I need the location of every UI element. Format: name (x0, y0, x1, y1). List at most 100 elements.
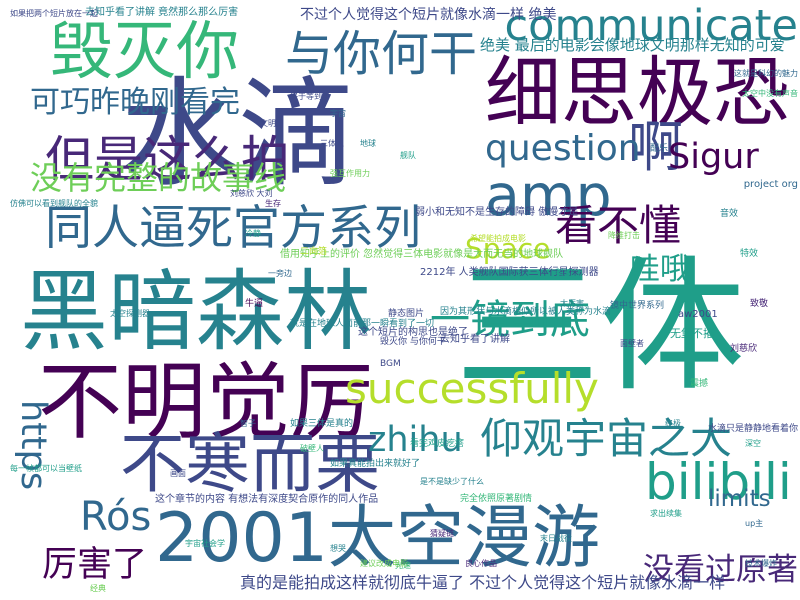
cloud-word: amp (485, 163, 612, 229)
cloud-word: 水滴只是静静地看着你 (707, 424, 798, 434)
cloud-word: 去知乎看了讲解 竟然那么那么厉害 (85, 7, 239, 18)
cloud-word: 2212年 人类舰队国际获三体行星探测器 (420, 267, 599, 278)
cloud-word: 与你何干 (285, 26, 478, 82)
cloud-word: 地球 (360, 139, 376, 148)
cloud-word: 仿佛可以看到舰队的全貌 (10, 199, 98, 208)
cloud-word: 宇宙社会学 (185, 539, 225, 548)
cloud-word: 科幻 (555, 269, 574, 279)
cloud-word: Space (465, 232, 551, 265)
cloud-word: 厉害了 (42, 545, 148, 585)
cloud-word: 哇哦 (630, 252, 690, 287)
cloud-word: 镜中世界系列 (610, 301, 665, 311)
cloud-word: 希望能拍成电影 (470, 234, 526, 243)
cloud-word: bilibili (645, 453, 792, 511)
cloud-word: 经典 (90, 584, 106, 593)
cloud-word: limits (708, 486, 771, 512)
cloud-word: 就是在地球人面前那一瞬看到了一切 (290, 319, 435, 329)
cloud-word: 面壁者 (620, 339, 644, 348)
cloud-word: 这个章节的内容 有想法有深度契合原作的同人作品 (155, 494, 379, 505)
cloud-word: 三体 (455, 243, 745, 412)
cloud-word: 同人逼死官方系列 (45, 201, 421, 256)
cloud-word: 宇宙 (330, 109, 346, 118)
cloud-word: 这就是科幻的魅力 (734, 69, 798, 78)
cloud-word: 不明觉厉 (38, 353, 375, 451)
cloud-word: 刘慈欣 大刘 (230, 189, 273, 198)
cloud-word: successfully (345, 364, 599, 413)
cloud-word: BGM (380, 359, 401, 369)
cloud-word: Sigur (668, 137, 759, 177)
cloud-word: 完全依照原著剧情 (460, 494, 533, 504)
cloud-word: 二向箔 (300, 247, 328, 257)
cloud-word: 生存 (265, 199, 281, 208)
cloud-word: 刘慈欣 (730, 344, 758, 354)
cloud-word: 没看过原著 (643, 552, 798, 588)
cloud-word: 2001太空漫游 (155, 499, 601, 578)
cloud-word: 舰队 (400, 151, 416, 160)
cloud-word: 求出续集 (650, 509, 682, 518)
cloud-word: 太空中没有声音 (742, 89, 798, 98)
cloud-word: 配乐 (650, 144, 669, 154)
cloud-word: communicate (504, 1, 798, 51)
cloud-word: https (13, 400, 53, 491)
cloud-word: 文明 (260, 119, 276, 128)
cloud-word: 水滴 (120, 65, 357, 203)
cloud-word: 毁灭你 (50, 15, 239, 88)
cloud-word: 没有完整的故事线 (30, 159, 287, 197)
cloud-word: 一镜到底 (430, 297, 590, 343)
cloud-word: 强互作用力 (330, 169, 370, 178)
cloud-word: aw2001 (678, 309, 718, 320)
cloud-word: 细思极恐 (485, 48, 789, 137)
cloud-word: 因为其形状与水滴相似所以被人类称为水滴 (440, 307, 612, 317)
cloud-word: 不寒而栗 (120, 427, 381, 502)
cloud-word: 猜疑链 (430, 529, 454, 538)
cloud-word: 如果真能拍出来就好了 (330, 459, 421, 469)
cloud-word: 破壁人 (300, 444, 324, 453)
cloud-word: 啊 (628, 115, 684, 179)
cloud-word: 但是这么拍 (45, 131, 291, 188)
cloud-word: 不过个人觉得这个短片就像水滴一样 绝美 (300, 7, 557, 23)
cloud-word: 深空 (745, 439, 761, 448)
cloud-word: 画面 (170, 469, 186, 478)
cloud-word: Rós (80, 494, 152, 540)
cloud-word: 三体人 (320, 139, 344, 148)
cloud-word: 是不是缺少了什么 (420, 477, 484, 486)
cloud-word: 降维打击 (608, 231, 640, 240)
cloud-word: 可巧昨晚刚看完 (30, 85, 240, 120)
cloud-word: 末日战役 (540, 534, 572, 543)
cloud-word: 每一帧都可以当壁纸 (10, 464, 82, 473)
cloud-word: 绝美 最后的电影会像地球文明那样无知的可爱 (480, 36, 785, 54)
cloud-word: zhihu (368, 420, 463, 460)
cloud-word: 借用知乎上的评价 忽然觉得三体电影就像是大而无当的地球舰队 (280, 249, 564, 260)
cloud-word: 终于等到了 (290, 92, 330, 101)
cloud-word: 太空探测器 (110, 309, 150, 318)
cloud-word: 静态图片 (388, 309, 425, 319)
cloud-word: 无堡不摧 (670, 327, 714, 340)
cloud-word: 弱小和无知不是生存的障碍 傲慢才是 (415, 207, 579, 218)
cloud-word: 冷静 (245, 229, 261, 238)
cloud-word: 终极 (665, 419, 681, 428)
cloud-word: 建议改成电影 (360, 559, 408, 568)
cloud-word: 如果三体是真的 (290, 419, 354, 429)
cloud-word: question (485, 128, 641, 169)
cloud-word: 音效 (720, 209, 739, 219)
cloud-word: 良心作品 (465, 559, 497, 568)
cloud-word: 震撼 (690, 379, 709, 389)
cloud-word: 如果把两个短片放在一起 (10, 9, 98, 18)
cloud-word: 真的是能拍成这样就彻底牛逼了 不过个人觉得这个短片就像水滴一样 (240, 573, 726, 592)
cloud-word: 致敬 (750, 299, 769, 309)
cloud-word: 仰观宇宙之大 (480, 414, 733, 463)
cloud-word: 去知乎看了讲解 (440, 334, 510, 345)
cloud-word: 毁灭你 与你何干 (380, 337, 446, 347)
cloud-word: 这个短片的构思也是绝了 (358, 327, 468, 338)
cloud-word: 特效 (740, 249, 759, 259)
cloud-word: 看完鸡皮疙瘩 (410, 439, 465, 449)
cloud-word: 太厉害 (560, 299, 584, 308)
cloud-word: 牛逼 (245, 299, 264, 309)
cloud-word: 黑暗森林 (20, 260, 373, 363)
cloud-word: 一旁边 (268, 269, 292, 278)
cloud-word: 技术爆炸 (745, 559, 777, 568)
cloud-word: up主 (745, 519, 764, 528)
cloud-word: 智子 (240, 419, 256, 428)
cloud-word: project org (743, 179, 798, 190)
